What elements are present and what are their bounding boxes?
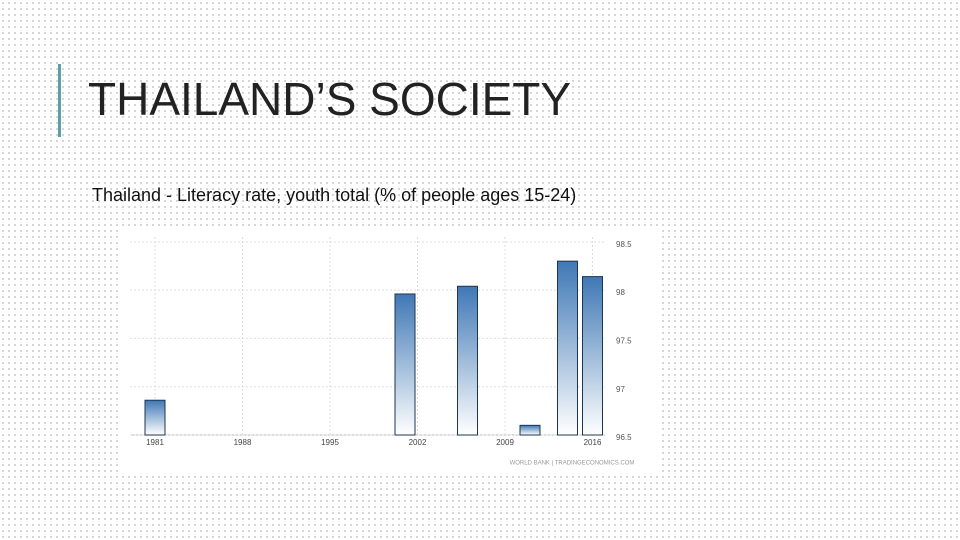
accent-bar [58,64,61,137]
y-tick-label: 97 [616,385,625,394]
y-tick-label: 98.5 [616,240,632,249]
x-tick-label: 1981 [146,438,164,447]
chart-title: Thailand - Literacy rate, youth total (%… [92,185,576,205]
bar [394,293,416,436]
source: WORLD BANK | TRADINGECONOMICS.COM [510,461,635,467]
bar [582,276,603,436]
bar [457,285,478,436]
y-tick-label: 96.5 [616,433,632,442]
x-tick-label: 1995 [321,438,339,447]
y-tick-label: 97.5 [616,337,632,346]
x-tick-label: 2009 [496,438,514,447]
x-tick-label: 2002 [409,438,427,447]
x-tick-label: 1988 [234,438,252,447]
x-tick-label: 2016 [584,438,602,447]
y-tick-label: 98 [616,288,625,297]
bar [144,399,166,436]
bar [519,424,541,436]
bar [557,260,578,436]
slide-title: THAILAND’S SOCIETY [88,73,571,125]
chart-area [118,230,662,472]
